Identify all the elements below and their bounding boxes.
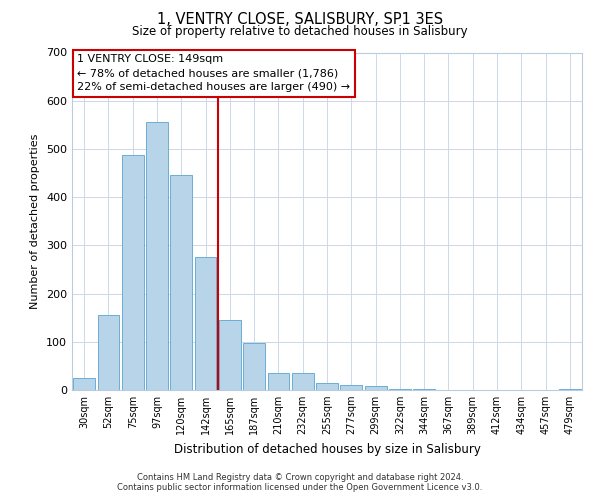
Bar (292, 373, 314, 390)
Bar (243, 343, 265, 390)
Bar (97, 316, 119, 390)
Text: 1, VENTRY CLOSE, SALISBURY, SP1 3ES: 1, VENTRY CLOSE, SALISBURY, SP1 3ES (157, 12, 443, 28)
Text: Size of property relative to detached houses in Salisbury: Size of property relative to detached ho… (132, 25, 468, 38)
Bar (340, 385, 362, 390)
Bar (122, 154, 143, 390)
X-axis label: Distribution of detached houses by size in Salisbury: Distribution of detached houses by size … (173, 442, 481, 456)
Bar (146, 122, 168, 390)
Bar (413, 389, 435, 390)
Text: 1 VENTRY CLOSE: 149sqm
← 78% of detached houses are smaller (1,786)
22% of semi-: 1 VENTRY CLOSE: 149sqm ← 78% of detached… (77, 54, 350, 92)
Bar (268, 373, 289, 390)
Y-axis label: Number of detached properties: Number of detached properties (31, 134, 40, 309)
Bar (389, 388, 411, 390)
Bar (316, 383, 338, 390)
Bar (365, 386, 386, 390)
Bar (73, 378, 95, 390)
Bar (170, 176, 192, 390)
Bar (194, 258, 217, 390)
Bar (559, 388, 581, 390)
Text: Contains HM Land Registry data © Crown copyright and database right 2024.
Contai: Contains HM Land Registry data © Crown c… (118, 473, 482, 492)
Bar (219, 320, 241, 390)
